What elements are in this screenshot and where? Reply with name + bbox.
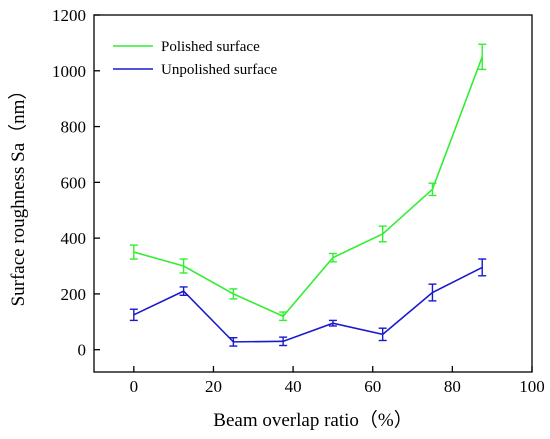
legend-label: Polished surface (161, 39, 260, 55)
data-point (428, 283, 437, 302)
y-axis-label: Surface roughness Sa（nm） (7, 81, 29, 307)
y-tick-label: 1200 (52, 6, 86, 25)
data-point (328, 319, 337, 327)
data-point (328, 252, 337, 263)
legend: Polished surface Unpolished surface (113, 39, 278, 78)
data-point (279, 311, 288, 322)
data-point (229, 336, 238, 347)
series-line (133, 56, 483, 318)
y-tick-label: 600 (61, 173, 87, 192)
data-point (279, 336, 288, 347)
x-tick-label: 20 (205, 377, 222, 396)
y-tick-label: 200 (61, 285, 87, 304)
y-tick-label: 1000 (52, 62, 86, 81)
data-point (428, 182, 437, 197)
x-tick-label: 40 (285, 377, 302, 396)
y-tick-label: 400 (61, 229, 87, 248)
data-point (129, 308, 138, 322)
x-axis-label: Beam overlap ratio（%） (213, 409, 412, 431)
legend-label: Unpolished surface (161, 62, 278, 78)
data-point (478, 43, 487, 71)
data-point (179, 258, 188, 274)
data-point (229, 288, 238, 300)
plot-frame (93, 14, 533, 373)
x-tick-label: 0 (130, 377, 139, 396)
data-point (129, 244, 138, 260)
data-point (478, 258, 487, 277)
series-layer (129, 43, 487, 347)
series-line (133, 266, 483, 343)
data-point (378, 327, 387, 342)
data-point (179, 286, 188, 297)
x-tick-label: 100 (519, 377, 545, 396)
plot-area (93, 14, 533, 373)
x-tick-label: 80 (444, 377, 461, 396)
y-tick-label: 800 (61, 118, 87, 137)
y-tick-label: 0 (78, 341, 87, 360)
data-point (378, 225, 387, 243)
x-tick-label: 60 (364, 377, 381, 396)
